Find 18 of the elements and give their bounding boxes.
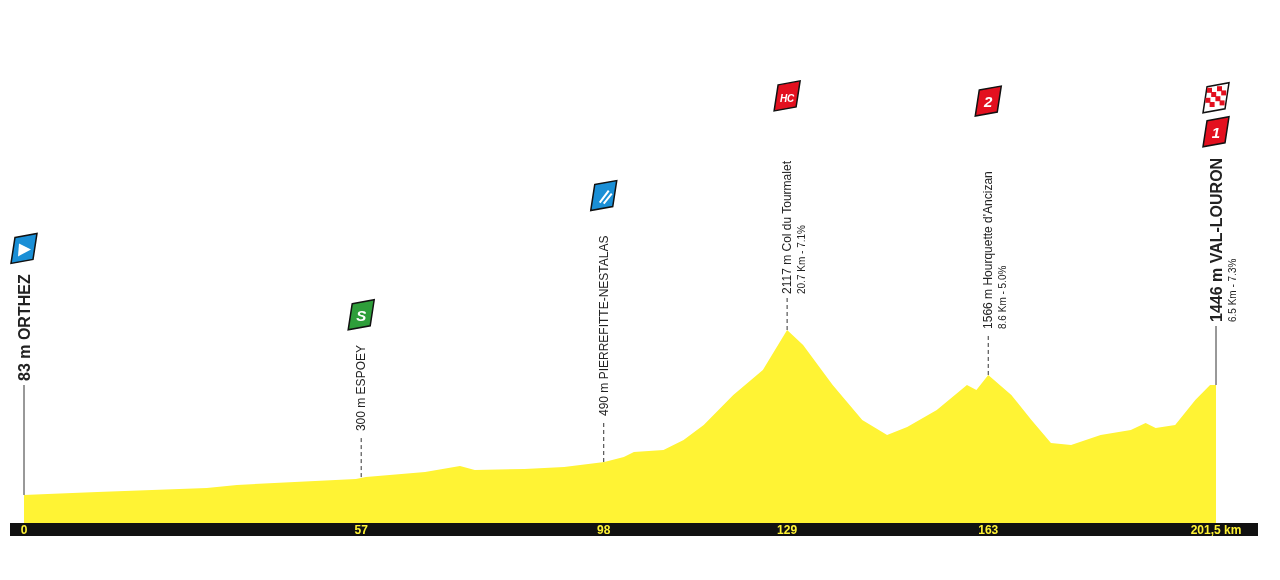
x-tick-label: 57 xyxy=(354,523,369,537)
annotation: 1446 m VAL-LOURON xyxy=(1208,157,1225,322)
annotation: 490 m PIERREFITTE-NESTALAS xyxy=(596,235,611,417)
badge-icon: S xyxy=(347,298,376,331)
badge-icon: HC xyxy=(773,79,802,112)
annotation: 1566 m Hourquette d'Ancizan xyxy=(981,171,996,329)
x-tick-label: 163 xyxy=(978,523,999,537)
x-tick-label: 0 xyxy=(20,523,28,537)
annotation: 300 m ESPOEY xyxy=(354,345,369,432)
annotation: 20.7 Km - 7.1% xyxy=(796,224,808,294)
annotation: 2117 m Col du Tourmalet xyxy=(780,160,795,294)
annotation: 8.6 Km - 5.0% xyxy=(997,265,1009,329)
badge-icon: 2 xyxy=(974,85,1003,117)
annotation: 6.5 Km - 7.3% xyxy=(1227,258,1238,322)
x-tick-label: 98 xyxy=(597,523,611,537)
x-tick-label: 129 xyxy=(777,523,798,537)
annotation: 83 m ORTHEZ xyxy=(16,274,33,382)
x-tick-label: 201,5 km xyxy=(1190,523,1242,537)
